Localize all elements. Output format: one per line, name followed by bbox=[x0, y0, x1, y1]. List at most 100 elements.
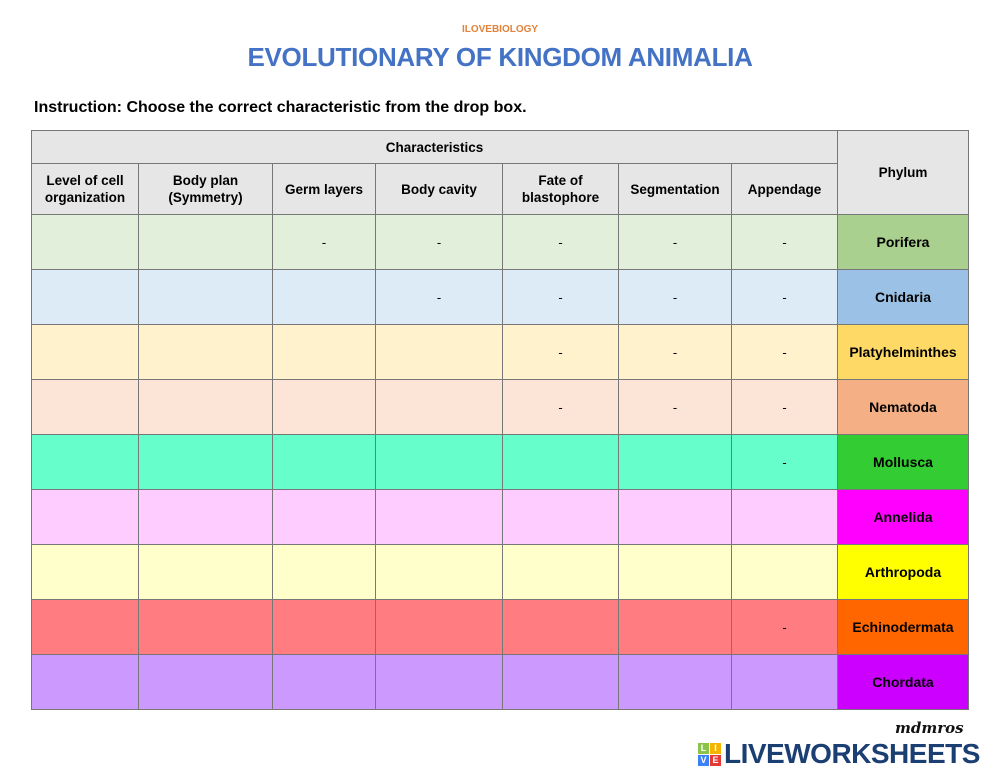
answer-dropdown[interactable] bbox=[375, 654, 503, 710]
author-signature: mdmros bbox=[895, 719, 964, 737]
characteristics-header: Characteristics bbox=[31, 130, 838, 164]
na-cell: - bbox=[618, 214, 732, 270]
characteristics-table: Characteristics Phylum Level of cell orga… bbox=[31, 130, 969, 710]
table-row: - Mollusca bbox=[31, 434, 969, 490]
table-row: - - - - Cnidaria bbox=[31, 269, 969, 325]
answer-dropdown[interactable] bbox=[502, 489, 619, 545]
answer-dropdown[interactable] bbox=[31, 324, 139, 380]
answer-dropdown[interactable] bbox=[502, 599, 619, 655]
na-cell: - bbox=[502, 324, 619, 380]
answer-dropdown[interactable] bbox=[272, 654, 376, 710]
table-row: - - - Platyhelminthes bbox=[31, 324, 969, 380]
phylum-label: Cnidaria bbox=[837, 269, 969, 325]
answer-dropdown[interactable] bbox=[138, 654, 273, 710]
answer-dropdown[interactable] bbox=[138, 269, 273, 325]
answer-dropdown[interactable] bbox=[31, 654, 139, 710]
answer-dropdown[interactable] bbox=[31, 599, 139, 655]
phylum-label: Platyhelminthes bbox=[837, 324, 969, 380]
logo-letter: E bbox=[710, 754, 721, 766]
answer-dropdown[interactable] bbox=[618, 489, 732, 545]
column-header: Appendage bbox=[731, 163, 838, 215]
answer-dropdown[interactable] bbox=[731, 654, 838, 710]
answer-dropdown[interactable] bbox=[375, 379, 503, 435]
phylum-label: Chordata bbox=[837, 654, 969, 710]
answer-dropdown[interactable] bbox=[618, 654, 732, 710]
na-cell: - bbox=[375, 269, 503, 325]
na-cell: - bbox=[375, 214, 503, 270]
brand-label: ILOVEBIOLOGY bbox=[461, 24, 539, 35]
na-cell: - bbox=[618, 324, 732, 380]
answer-dropdown[interactable] bbox=[272, 379, 376, 435]
column-header: Fate of blastophore bbox=[502, 163, 619, 215]
phylum-label: Mollusca bbox=[837, 434, 969, 490]
column-header: Body plan (Symmetry) bbox=[138, 163, 273, 215]
logo-letter: I bbox=[710, 742, 721, 754]
answer-dropdown[interactable] bbox=[272, 544, 376, 600]
answer-dropdown[interactable] bbox=[138, 324, 273, 380]
phylum-label: Nematoda bbox=[837, 379, 969, 435]
na-cell: - bbox=[618, 269, 732, 325]
answer-dropdown[interactable] bbox=[502, 544, 619, 600]
answer-dropdown[interactable] bbox=[375, 599, 503, 655]
answer-dropdown[interactable] bbox=[272, 324, 376, 380]
na-cell: - bbox=[502, 379, 619, 435]
table-row: Annelida bbox=[31, 489, 969, 545]
logo-text: LIVEWORKSHEETS bbox=[724, 738, 980, 769]
answer-dropdown[interactable] bbox=[138, 599, 273, 655]
answer-dropdown[interactable] bbox=[502, 654, 619, 710]
answer-dropdown[interactable] bbox=[731, 489, 838, 545]
answer-dropdown[interactable] bbox=[31, 214, 139, 270]
answer-dropdown[interactable] bbox=[502, 434, 619, 490]
answer-dropdown[interactable] bbox=[375, 544, 503, 600]
answer-dropdown[interactable] bbox=[272, 434, 376, 490]
phylum-label: Annelida bbox=[837, 489, 969, 545]
phylum-header: Phylum bbox=[837, 130, 969, 215]
answer-dropdown[interactable] bbox=[31, 544, 139, 600]
answer-dropdown[interactable] bbox=[375, 434, 503, 490]
answer-dropdown[interactable] bbox=[31, 269, 139, 325]
na-cell: - bbox=[731, 324, 838, 380]
answer-dropdown[interactable] bbox=[31, 434, 139, 490]
logo-letter: V bbox=[698, 754, 709, 766]
phylum-label: Arthropoda bbox=[837, 544, 969, 600]
answer-dropdown[interactable] bbox=[138, 379, 273, 435]
answer-dropdown[interactable] bbox=[272, 269, 376, 325]
answer-dropdown[interactable] bbox=[375, 489, 503, 545]
answer-dropdown[interactable] bbox=[618, 434, 732, 490]
column-header: Body cavity bbox=[375, 163, 503, 215]
answer-dropdown[interactable] bbox=[31, 489, 139, 545]
logo-letter: L bbox=[698, 742, 709, 754]
answer-dropdown[interactable] bbox=[138, 214, 273, 270]
answer-dropdown[interactable] bbox=[138, 544, 273, 600]
table-row: - Echinodermata bbox=[31, 599, 969, 655]
answer-dropdown[interactable] bbox=[731, 544, 838, 600]
answer-dropdown[interactable] bbox=[138, 489, 273, 545]
table-row: - - - Nematoda bbox=[31, 379, 969, 435]
phylum-label: Porifera bbox=[837, 214, 969, 270]
instruction-text: Instruction: Choose the correct characte… bbox=[34, 99, 527, 116]
table-row: - - - - - Porifera bbox=[31, 214, 969, 270]
na-cell: - bbox=[731, 379, 838, 435]
page-title: EVOLUTIONARY OF KINGDOM ANIMALIA bbox=[247, 42, 753, 72]
column-header: Germ layers bbox=[272, 163, 376, 215]
answer-dropdown[interactable] bbox=[272, 489, 376, 545]
na-cell: - bbox=[502, 214, 619, 270]
table-row: Arthropoda bbox=[31, 544, 969, 600]
answer-dropdown[interactable] bbox=[618, 599, 732, 655]
phylum-label: Echinodermata bbox=[837, 599, 969, 655]
answer-dropdown[interactable] bbox=[618, 544, 732, 600]
answer-dropdown[interactable] bbox=[375, 324, 503, 380]
na-cell: - bbox=[731, 214, 838, 270]
column-header: Level of cell organization bbox=[31, 163, 139, 215]
na-cell: - bbox=[731, 599, 838, 655]
na-cell: - bbox=[272, 214, 376, 270]
na-cell: - bbox=[731, 434, 838, 490]
na-cell: - bbox=[618, 379, 732, 435]
answer-dropdown[interactable] bbox=[138, 434, 273, 490]
na-cell: - bbox=[502, 269, 619, 325]
answer-dropdown[interactable] bbox=[31, 379, 139, 435]
answer-dropdown[interactable] bbox=[272, 599, 376, 655]
na-cell: - bbox=[731, 269, 838, 325]
